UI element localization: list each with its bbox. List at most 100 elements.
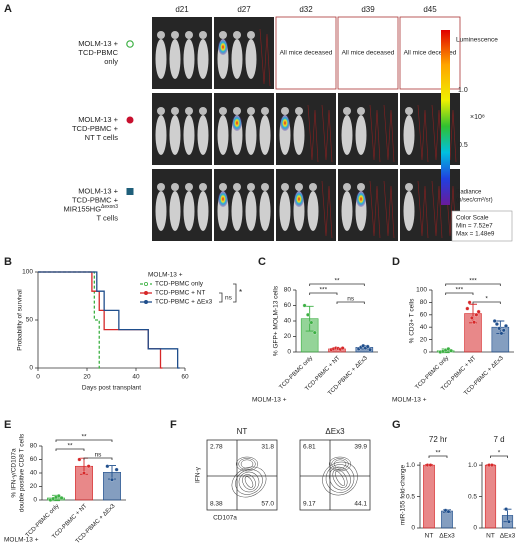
x-tick-label: 20 xyxy=(83,374,91,381)
significance-label: *** xyxy=(469,278,477,285)
data-point xyxy=(446,346,451,351)
quadrant-value: 2.78 xyxy=(210,444,223,451)
data-point xyxy=(467,300,472,305)
column-header: d32 xyxy=(299,5,313,14)
mouse-head xyxy=(295,107,303,115)
y-tick-label: 0 xyxy=(287,349,291,356)
contour xyxy=(331,458,349,470)
row-label-text: TCD-PBMC + xyxy=(72,195,119,204)
signal xyxy=(218,191,228,207)
x-tick-label: ΔEx3 xyxy=(439,533,455,540)
empty-slot xyxy=(431,180,443,239)
scale-text: Color Scale xyxy=(456,215,489,222)
bracket xyxy=(233,283,237,303)
data-point xyxy=(428,463,433,468)
data-point xyxy=(501,328,506,333)
empty-slot xyxy=(417,180,429,239)
mouse-body xyxy=(293,115,305,155)
mouse-head xyxy=(171,107,179,115)
data-point xyxy=(465,306,470,311)
contour xyxy=(325,464,355,493)
data-point xyxy=(506,519,511,524)
chart-title: 72 hr xyxy=(429,435,448,444)
row-label-text: MOLM-13 + xyxy=(78,186,118,195)
row-label-text: MOLM-13 + xyxy=(78,39,118,48)
panel-label: G xyxy=(392,419,401,431)
empty-slot xyxy=(431,104,443,163)
column-header: d21 xyxy=(175,5,189,14)
data-point xyxy=(504,324,508,328)
mouse-body xyxy=(231,39,243,79)
plot-frame xyxy=(299,439,371,511)
data-point xyxy=(77,457,82,462)
row-label-text: only xyxy=(104,57,118,66)
row-label-text: TCD-PBMC xyxy=(78,48,118,57)
row-label: TCD-PBMC + xyxy=(72,195,119,204)
mouse-head xyxy=(157,183,165,191)
mouse-head xyxy=(343,107,351,115)
contour xyxy=(235,456,259,472)
panel-label: D xyxy=(392,256,400,268)
mouse-head xyxy=(219,107,227,115)
survival-curve xyxy=(38,271,180,369)
row-label: TCD-PBMC + xyxy=(72,124,119,133)
mouse-head xyxy=(405,107,413,115)
mouse-body xyxy=(341,191,353,231)
data-point xyxy=(476,309,481,314)
mouse-head xyxy=(199,31,207,39)
mouse-head xyxy=(157,31,165,39)
row-label-text: NT T cells xyxy=(85,133,119,142)
row-label-text: TCD-PBMC + xyxy=(72,124,119,133)
group-label: MOLM-13 + xyxy=(4,537,39,544)
quadrant-value: 6.81 xyxy=(303,444,316,451)
colorbar-tick: 0.5 xyxy=(458,142,468,149)
survival-curve xyxy=(38,271,163,369)
significance-bracket xyxy=(490,455,508,458)
data-point xyxy=(499,331,504,336)
mouse-head xyxy=(309,183,317,191)
bar xyxy=(423,464,435,529)
group-label: MOLM-13 + xyxy=(252,397,287,404)
mouse-head xyxy=(233,183,241,191)
significance-label: ** xyxy=(67,443,73,450)
legend-marker xyxy=(143,290,148,295)
legend-label: TCD-PBMC + NT xyxy=(155,290,205,297)
quadrant-value: 39.9 xyxy=(354,444,367,451)
significance-bracket xyxy=(428,455,448,458)
data-point xyxy=(474,312,479,317)
mouse-head xyxy=(295,183,303,191)
significance-bracket xyxy=(309,283,365,286)
colorbar-title: Luminescence xyxy=(456,37,498,44)
significance-bracket xyxy=(472,301,501,304)
mouse-head xyxy=(219,31,227,39)
contour xyxy=(322,461,358,496)
mouse-head xyxy=(247,31,255,39)
significance-label: ** xyxy=(334,278,340,285)
data-point xyxy=(469,315,474,320)
contour xyxy=(333,459,347,469)
mouse-head xyxy=(185,31,193,39)
significance-bracket xyxy=(445,283,501,286)
data-point xyxy=(449,348,454,353)
y-tick-label: 100 xyxy=(416,287,427,294)
x-tick-label: NT xyxy=(486,533,495,540)
empty-slot xyxy=(307,104,319,163)
data-point xyxy=(302,303,307,308)
panel-label: C xyxy=(258,256,266,268)
significance-label: *** xyxy=(456,287,464,294)
data-point xyxy=(59,496,64,500)
y-axis-title: IFN-γ xyxy=(195,466,202,483)
mouse-head xyxy=(171,31,179,39)
legend-title: MOLM-13 + xyxy=(148,272,183,279)
legend-marker xyxy=(143,299,148,304)
mouse-head xyxy=(281,183,289,191)
y-axis-title: % GFP+ MOLM-13 cells xyxy=(273,285,280,356)
colorbar-caption: (p/sec/cm²/sr) xyxy=(456,198,493,204)
panel-label: E xyxy=(4,419,11,431)
data-point xyxy=(86,464,91,469)
significance-label: * xyxy=(485,296,488,303)
y-axis-title: double positive CD8 T cells xyxy=(19,433,26,512)
plot-title: ΔEx3 xyxy=(325,427,345,436)
y-tick-label: 0.5 xyxy=(406,493,415,500)
signal xyxy=(280,115,290,131)
